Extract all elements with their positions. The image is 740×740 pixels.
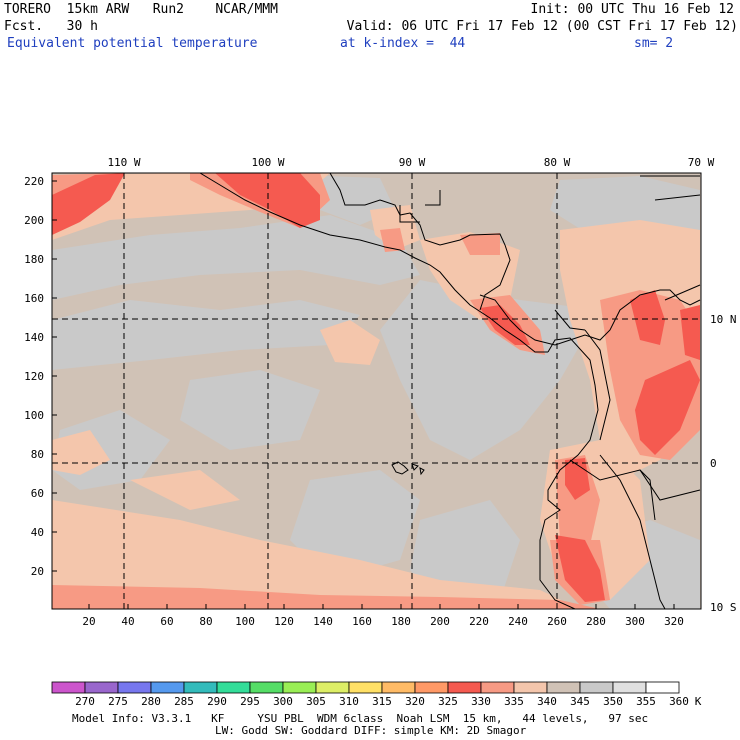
axis-ticks xyxy=(52,180,675,609)
header-title: TORERO 15km ARW Run2 NCAR/MMM xyxy=(4,2,278,17)
colorbar-segment xyxy=(579,681,614,694)
colorbar-segment xyxy=(216,681,251,694)
colorbar-segment xyxy=(414,681,449,694)
header-valid-time: Valid: 06 UTC Fri 17 Feb 12 (00 CST Fri … xyxy=(346,19,738,34)
colorbar-label: 285 xyxy=(174,695,194,708)
colorbar-segment xyxy=(150,681,185,694)
colorbar-label: 325 xyxy=(438,695,458,708)
lon-label-90w: 90 W xyxy=(399,156,426,169)
colorbar-label: 280 xyxy=(141,695,161,708)
colorbar-segment xyxy=(612,681,647,694)
colorbar-unit: K xyxy=(695,695,702,708)
level-label: at k-index = 44 xyxy=(340,36,466,51)
colorbar: 270 275 280 285 290 295 300 305 310 315 320 325 330 3… xyxy=(51,681,689,708)
colorbar-segment xyxy=(249,681,284,694)
lon-label-100w: 100 W xyxy=(251,156,284,169)
colorbar-label: 275 xyxy=(108,695,128,708)
plot-frame xyxy=(51,172,702,610)
lat-label-equator: 0 xyxy=(710,457,717,470)
x-tick-label: 300 xyxy=(625,615,645,628)
colorbar-segment xyxy=(84,681,119,694)
header-init-time: Init: 00 UTC Thu 16 Feb 12 xyxy=(530,2,735,17)
colorbar-label: 300 xyxy=(273,695,293,708)
x-tick-label: 100 xyxy=(235,615,255,628)
x-tick-label: 280 xyxy=(586,615,606,628)
colorbar-label: 305 xyxy=(306,695,326,708)
lat-label-10s: 10 S xyxy=(710,601,737,614)
colorbar-label: 350 xyxy=(603,695,623,708)
colorbar-label: 360 xyxy=(669,695,689,708)
left-grid-index-labels: 220 200 180 160 140 120 100 80 60 40 20 xyxy=(24,175,44,578)
colorbar-label: 310 xyxy=(339,695,359,708)
colorbar-segment xyxy=(348,681,383,694)
band-325-330 xyxy=(52,173,700,602)
colorbar-segment xyxy=(282,681,317,694)
graticule xyxy=(52,173,701,609)
x-tick-label: 160 xyxy=(352,615,372,628)
colorbar-label: 330 xyxy=(471,695,491,708)
colorbar-segment xyxy=(546,681,581,694)
lat-label-10n: 10 N xyxy=(710,313,737,326)
colorbar-label: 295 xyxy=(240,695,260,708)
colorbar-segment xyxy=(381,681,416,694)
y-tick-label: 160 xyxy=(24,292,44,305)
colorbar-label: 355 xyxy=(636,695,656,708)
coastlines xyxy=(199,173,701,609)
theta-e-field xyxy=(52,173,701,609)
y-tick-label: 140 xyxy=(24,331,44,344)
colorbar-segment xyxy=(480,681,515,694)
header-forecast-hour: Fcst. 30 h xyxy=(4,19,98,34)
x-tick-label: 60 xyxy=(160,615,173,628)
model-info-line1: Model Info: V3.3.1 KF YSU PBL WDM 6class… xyxy=(72,712,649,725)
y-tick-label: 120 xyxy=(24,370,44,383)
field-name: Equivalent potential temperature xyxy=(7,36,258,51)
y-tick-label: 20 xyxy=(31,565,44,578)
colorbar-label: 290 xyxy=(207,695,227,708)
colorbar-segment xyxy=(51,681,86,694)
lon-label-80w: 80 W xyxy=(544,156,571,169)
colorbar-segment xyxy=(513,681,548,694)
x-tick-label: 40 xyxy=(121,615,134,628)
colorbar-label: 270 xyxy=(75,695,95,708)
colorbar-label: 335 xyxy=(504,695,524,708)
y-tick-label: 40 xyxy=(31,526,44,539)
x-tick-label: 120 xyxy=(274,615,294,628)
x-tick-label: 200 xyxy=(430,615,450,628)
x-tick-label: 260 xyxy=(547,615,567,628)
y-tick-label: 60 xyxy=(31,487,44,500)
colorbar-segment xyxy=(645,681,680,694)
lon-label-70w: 70 W xyxy=(688,156,715,169)
model-info-line2: LW: Godd SW: Goddard DIFF: simple KM: 2D… xyxy=(215,724,527,737)
x-tick-label: 240 xyxy=(508,615,528,628)
smoothing-label: sm= 2 xyxy=(634,36,674,51)
x-tick-label: 80 xyxy=(199,615,212,628)
y-tick-label: 220 xyxy=(24,175,44,188)
colorbar-segment xyxy=(117,681,152,694)
colorbar-segment xyxy=(447,681,482,694)
colorbar-label: 345 xyxy=(570,695,590,708)
bottom-grid-index-labels: 20 40 60 80 100 120 140 160 180 200 220 … xyxy=(82,615,684,628)
right-latitude-labels: 10 N 0 10 S xyxy=(710,313,737,614)
colorbar-segment xyxy=(183,681,218,694)
y-tick-label: 200 xyxy=(24,214,44,227)
x-tick-label: 320 xyxy=(664,615,684,628)
x-tick-label: 20 xyxy=(82,615,95,628)
colorbar-segment xyxy=(315,681,350,694)
y-tick-label: 80 xyxy=(31,448,44,461)
y-tick-label: 100 xyxy=(24,409,44,422)
colorbar-label: 340 xyxy=(537,695,557,708)
x-tick-label: 220 xyxy=(469,615,489,628)
colorbar-label: 320 xyxy=(405,695,425,708)
x-tick-label: 140 xyxy=(313,615,333,628)
x-tick-label: 180 xyxy=(391,615,411,628)
colorbar-label: 315 xyxy=(372,695,392,708)
top-longitude-labels: 110 W 100 W 90 W 80 W 70 W xyxy=(107,156,714,169)
y-tick-label: 180 xyxy=(24,253,44,266)
lon-label-110w: 110 W xyxy=(107,156,140,169)
